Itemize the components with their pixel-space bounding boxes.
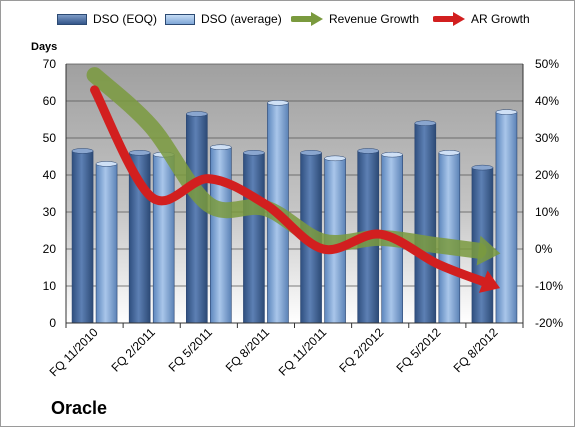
- y-left-tick-label: 60: [43, 94, 57, 108]
- legend-arrow-revenue-icon: [291, 12, 323, 26]
- legend-arrow-ar-icon: [433, 12, 465, 26]
- legend-revenue-growth: Revenue Growth: [291, 9, 419, 29]
- bar-top: [495, 109, 518, 115]
- legend-label-dso-eoq: DSO (EOQ): [93, 12, 158, 26]
- y-left-tick-label: 50: [43, 131, 57, 145]
- y-right-tick-label: 30%: [535, 131, 559, 145]
- x-tick-label: FQ 5/2012: [393, 325, 443, 375]
- x-tick-label: FQ 11/2011: [276, 325, 330, 379]
- bar-top: [471, 164, 494, 171]
- bar-top: [243, 150, 265, 156]
- y-right-tick-label: 0%: [535, 242, 553, 256]
- bar-dso-avg: [210, 146, 232, 324]
- legend-dso-avg: DSO (average): [165, 9, 282, 29]
- y-left-tick-label: 0: [49, 316, 56, 330]
- legend-label-dso-avg: DSO (average): [201, 12, 282, 26]
- bar-top: [357, 148, 379, 154]
- bar-top: [210, 144, 232, 150]
- arrowhead-ar-growth: [478, 270, 501, 293]
- y-left-tick-label: 10: [43, 279, 57, 293]
- legend-ar-growth: AR Growth: [433, 9, 530, 29]
- bar-dso-avg: [95, 163, 118, 324]
- bar-top: [267, 100, 289, 106]
- x-tick-label: FQ 11/2010: [47, 325, 101, 379]
- bar-top: [381, 151, 403, 158]
- legend-dso-eoq: DSO (EOQ): [57, 9, 157, 29]
- bar-top: [71, 148, 94, 154]
- bar-dso-avg: [152, 154, 175, 324]
- bar-top: [95, 161, 118, 167]
- bar-top: [128, 150, 151, 156]
- y-right-tick-label: -10%: [535, 279, 563, 293]
- bar-top: [438, 150, 461, 156]
- legend-label-ar-growth: AR Growth: [471, 12, 530, 26]
- bar-dso-eoq: [243, 152, 265, 324]
- x-tick-label: FQ 2/2012: [336, 325, 386, 375]
- x-tick-label: FQ 2/2011: [108, 325, 158, 375]
- x-tick-label: FQ 8/2011: [223, 325, 273, 375]
- y-right-tick-label: 40%: [535, 94, 559, 108]
- arrowhead-revenue-growth: [476, 235, 501, 266]
- y-left-tick-label: 40: [43, 168, 57, 182]
- legend: DSO (EOQ) DSO (average) Revenue Growth A…: [1, 9, 575, 35]
- bar-top: [300, 150, 322, 156]
- y-axis-left-title: Days: [31, 41, 58, 53]
- y-left-tick-label: 20: [43, 242, 57, 256]
- bar-dso-avg: [495, 111, 518, 324]
- y-right-tick-label: 50%: [535, 57, 559, 71]
- bar-top: [414, 120, 437, 126]
- company-label: Oracle: [51, 398, 108, 418]
- x-tick-label: FQ 8/2012: [451, 325, 501, 375]
- y-left-tick-label: 70: [43, 57, 57, 71]
- bar-dso-eoq: [414, 122, 437, 324]
- bar-dso-eoq: [186, 113, 208, 324]
- y-right-tick-label: -20%: [535, 316, 563, 330]
- legend-swatch-dso-avg: [165, 13, 195, 25]
- legend-label-revenue-growth: Revenue Growth: [329, 12, 420, 26]
- bar-top: [186, 111, 208, 117]
- bar-top: [324, 155, 346, 162]
- x-tick-label: FQ 5/2011: [166, 325, 216, 375]
- y-right-tick-label: 20%: [535, 168, 559, 182]
- legend-swatch-dso-eoq: [57, 13, 87, 25]
- line-ar-growth: [90, 85, 488, 287]
- bar-dso-eoq: [71, 150, 94, 324]
- y-right-tick-label: 10%: [535, 205, 559, 219]
- y-left-tick-label: 30: [43, 205, 57, 219]
